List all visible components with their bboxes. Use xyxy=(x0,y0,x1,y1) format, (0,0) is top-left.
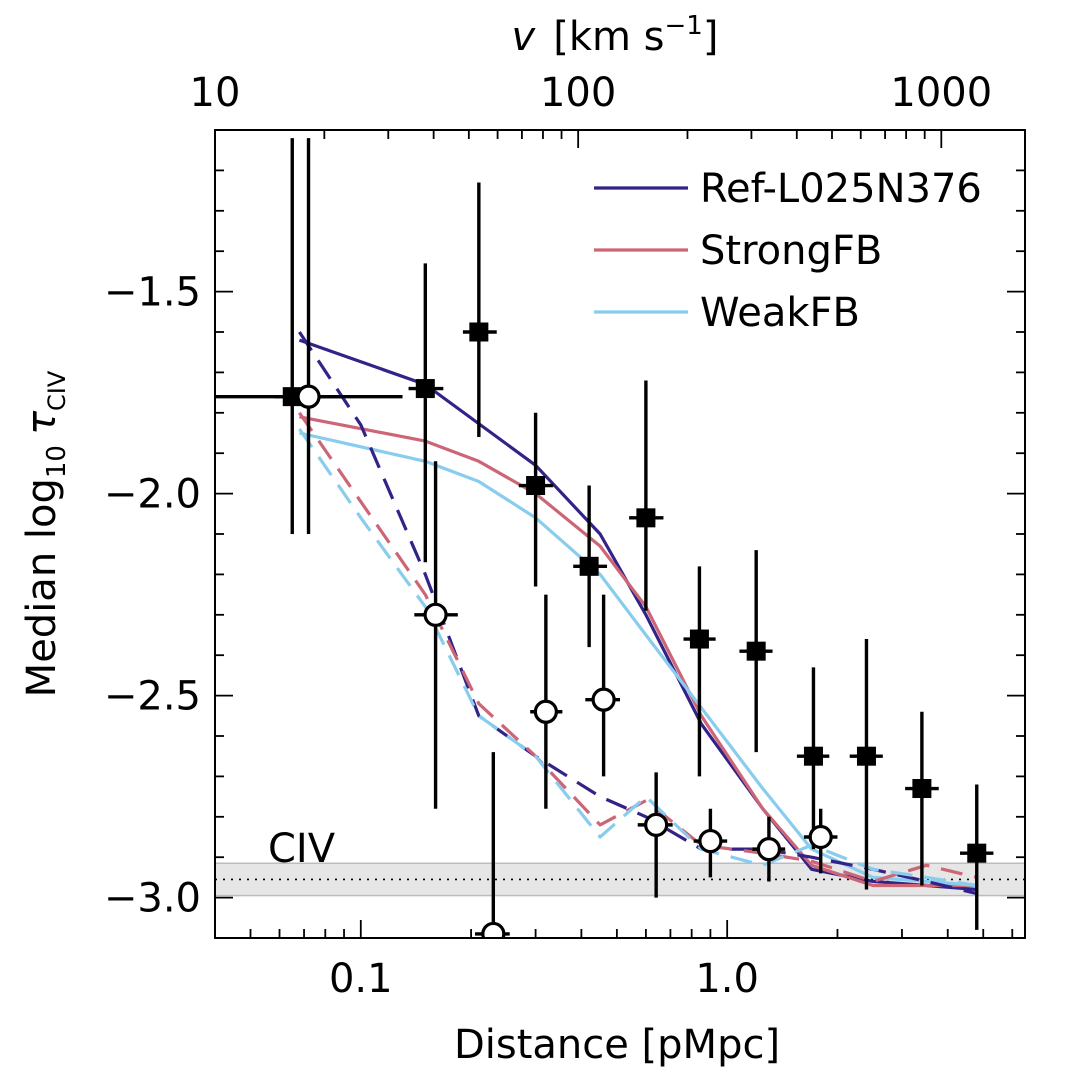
series-line-5 xyxy=(298,428,978,888)
filled-marker xyxy=(579,556,599,576)
top-axis-label: v [km s−1] xyxy=(512,11,719,60)
filled-point-4 xyxy=(573,485,608,648)
filled-point-3 xyxy=(518,412,554,587)
filled-point-2 xyxy=(462,182,497,438)
y-tick-label-1: −2.0 xyxy=(104,472,201,518)
open-point-6 xyxy=(693,808,728,878)
legend: Ref-L025N376 StrongFB WeakFB xyxy=(594,166,982,336)
top-tick-label-2: 1000 xyxy=(890,70,992,116)
filled-point-7 xyxy=(739,550,773,753)
filled-marker xyxy=(469,322,489,342)
civ-annotation: CIV xyxy=(268,826,336,872)
filled-marker xyxy=(415,379,435,399)
filled-marker xyxy=(746,641,766,661)
x-axis-label: Distance [pMpc] xyxy=(454,1022,780,1068)
filled-point-11 xyxy=(959,784,994,930)
filled-marker xyxy=(636,508,656,528)
open-marker xyxy=(423,602,448,627)
filled-marker xyxy=(689,629,709,649)
legend-label-0: Ref-L025N376 xyxy=(700,166,982,212)
legend-label-1: StrongFB xyxy=(700,228,882,274)
y-axis-label-main: Median log xyxy=(19,478,65,697)
y-axis-label: Median log10 τCIV xyxy=(19,370,72,697)
y-axis-label-tau: τ xyxy=(19,410,65,435)
filled-marker xyxy=(856,746,876,766)
y-tick-label-2: −2.5 xyxy=(104,674,201,720)
open-marker xyxy=(698,828,723,854)
x-tick-label-0: 0.1 xyxy=(329,956,393,1002)
series-line-4 xyxy=(298,411,978,884)
open-marker xyxy=(481,921,506,938)
filled-point-5 xyxy=(629,380,664,611)
top-axis-label-sup: −1 xyxy=(665,11,703,41)
x-tick-label-1: 1.0 xyxy=(695,956,759,1002)
top-axis-label-v: v xyxy=(512,14,537,60)
top-tick-label-0: 10 xyxy=(190,70,241,116)
open-point-1 xyxy=(414,461,458,809)
open-marker xyxy=(644,812,669,837)
filled-marker xyxy=(967,843,987,863)
series-line-0 xyxy=(298,338,977,892)
open-point-8 xyxy=(803,808,838,874)
filled-point-9 xyxy=(849,639,883,890)
y-axis-label-sub1: 10 xyxy=(42,445,72,478)
open-marker xyxy=(591,687,616,712)
y-axis-label-sub2: CIV xyxy=(43,370,71,411)
open-marker xyxy=(808,824,833,850)
series-line-1 xyxy=(299,415,977,888)
open-point-2 xyxy=(475,752,510,938)
filled-point-8 xyxy=(796,667,830,850)
filled-marker xyxy=(526,476,546,496)
filled-point-6 xyxy=(683,566,716,777)
legend-label-2: WeakFB xyxy=(700,290,860,336)
y-tick-label-3: −3.0 xyxy=(104,876,201,922)
filled-point-1 xyxy=(408,263,444,563)
y-tick-label-0: −1.5 xyxy=(104,270,201,316)
open-point-0 xyxy=(274,138,343,534)
open-point-5 xyxy=(637,772,673,898)
top-axis-label-close: ] xyxy=(703,14,719,60)
open-point-4 xyxy=(585,594,621,777)
open-point-3 xyxy=(530,594,563,809)
filled-marker xyxy=(912,779,932,799)
filled-marker xyxy=(803,746,823,766)
open-marker xyxy=(296,384,321,409)
open-marker xyxy=(756,837,782,862)
top-tick-label-1: 100 xyxy=(540,70,616,116)
open-point-7 xyxy=(752,816,786,882)
top-axis-label-unit: [km s xyxy=(553,14,664,60)
open-marker xyxy=(533,699,558,724)
filled-point-10 xyxy=(905,711,939,886)
